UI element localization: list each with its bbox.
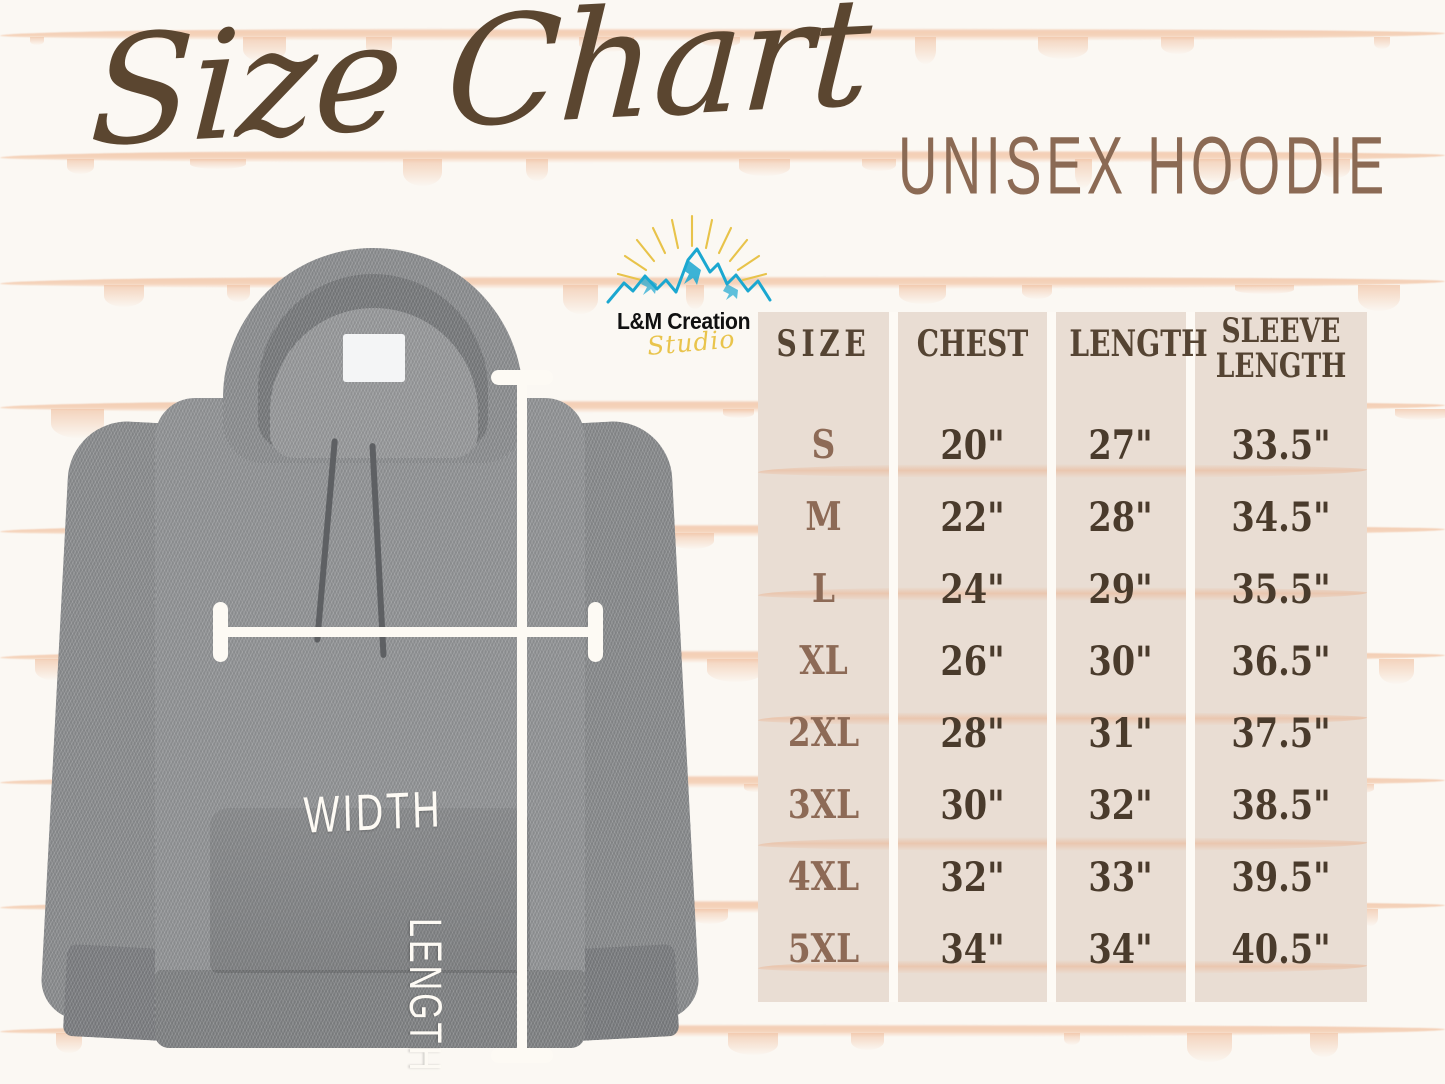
watercolor-drip bbox=[1310, 1033, 1338, 1057]
table-cell-sleeve: 33.5" bbox=[1231, 422, 1331, 469]
table-row-size: 2XL bbox=[787, 710, 860, 756]
hoodie-body bbox=[155, 398, 585, 1048]
table-row-size: L bbox=[811, 566, 836, 612]
table-cell-length: 27" bbox=[1088, 422, 1153, 469]
hoodie-illustration: WIDTH LENGTH bbox=[39, 248, 701, 1084]
table-cell-sleeve: 34.5" bbox=[1231, 494, 1331, 541]
table-cell-chest: 22" bbox=[940, 494, 1005, 541]
watercolor-drip bbox=[1064, 1033, 1080, 1045]
hoodie-hem bbox=[155, 970, 585, 1048]
table-cell-sleeve: 40.5" bbox=[1231, 926, 1331, 973]
watercolor-drip bbox=[1358, 285, 1400, 311]
hoodie-pocket bbox=[210, 808, 530, 973]
table-cell-length: 31" bbox=[1088, 710, 1153, 757]
watercolor-drip bbox=[691, 909, 728, 924]
table-header-chest: CHEST bbox=[916, 323, 1029, 365]
watercolor-drip bbox=[899, 285, 946, 304]
page-subtitle: UNISEX HOODIE bbox=[898, 120, 1389, 212]
watercolor-drip bbox=[1187, 1033, 1232, 1062]
width-measure-cap-right bbox=[588, 602, 603, 662]
width-measure-line bbox=[218, 627, 598, 637]
length-measure-cap-top bbox=[491, 370, 553, 385]
watercolor-drip bbox=[30, 37, 44, 45]
watercolor-drip bbox=[1235, 285, 1294, 294]
table-cell-chest: 28" bbox=[940, 710, 1005, 757]
logo-brand-name: L&M Creation bbox=[617, 308, 751, 334]
watercolor-drip bbox=[1038, 37, 1088, 59]
table-cell-length: 33" bbox=[1088, 854, 1153, 901]
watercolor-drip bbox=[723, 409, 754, 418]
table-cell-chest: 30" bbox=[940, 782, 1005, 829]
table-row-size: S bbox=[811, 422, 836, 468]
table-row-size: M bbox=[805, 494, 842, 540]
table-header-sleeve: SLEEVE LENGTH bbox=[1215, 311, 1347, 387]
watercolor-drip bbox=[728, 1033, 778, 1055]
table-cell-sleeve: 35.5" bbox=[1231, 566, 1331, 613]
brand-logo: L&M Creation Studio bbox=[600, 212, 785, 361]
page-title: Size Chart bbox=[86, 0, 874, 181]
table-header-length: LENGTH bbox=[1069, 323, 1208, 365]
table-cell-sleeve: 38.5" bbox=[1231, 782, 1331, 829]
watercolor-drip bbox=[707, 659, 764, 682]
watercolor-drip bbox=[915, 37, 936, 64]
watercolor-drip bbox=[851, 1033, 884, 1050]
table-cell-sleeve: 39.5" bbox=[1231, 854, 1331, 901]
length-label: LENGTH bbox=[399, 918, 451, 1074]
table-row-size: XL bbox=[799, 638, 848, 684]
table-header-size: SIZE bbox=[776, 323, 871, 365]
size-table: SIZE CHEST LENGTH SLEEVE LENGTH S 20" 27" 33.5" M… bbox=[758, 312, 1367, 1002]
watercolor-drip bbox=[739, 159, 790, 176]
table-cell-sleeve: 36.5" bbox=[1231, 638, 1331, 685]
watercolor-drip bbox=[1374, 37, 1390, 49]
length-measure-line bbox=[517, 376, 527, 1062]
table-cell-length: 29" bbox=[1088, 566, 1153, 613]
mountain-sunburst-icon bbox=[606, 214, 772, 304]
watercolor-drip bbox=[1379, 659, 1414, 684]
width-measure-cap-left bbox=[213, 602, 228, 662]
table-row-size: 5XL bbox=[787, 926, 860, 972]
table-row-size: 3XL bbox=[787, 782, 860, 828]
column-divider-2 bbox=[1047, 312, 1056, 1002]
table-cell-sleeve: 37.5" bbox=[1231, 710, 1331, 757]
table-cell-chest: 26" bbox=[940, 638, 1005, 685]
table-cell-length: 32" bbox=[1088, 782, 1153, 829]
length-measure-cap-bottom bbox=[491, 1048, 553, 1063]
column-divider-3 bbox=[1186, 312, 1195, 1002]
table-cell-chest: 32" bbox=[940, 854, 1005, 901]
table-cell-chest: 20" bbox=[940, 422, 1005, 469]
column-divider-1 bbox=[889, 312, 898, 1002]
table-cell-chest: 34" bbox=[940, 926, 1005, 973]
watercolor-drip bbox=[1395, 409, 1445, 420]
watercolor-drip bbox=[1161, 37, 1194, 54]
table-row-size: 4XL bbox=[787, 854, 860, 900]
hoodie-neck-tag bbox=[343, 334, 405, 382]
watercolor-drip bbox=[862, 159, 896, 171]
size-table-panel: SIZE CHEST LENGTH SLEEVE LENGTH S 20" 27" 33.5" M… bbox=[758, 312, 1367, 1002]
table-cell-length: 30" bbox=[1088, 638, 1153, 685]
table-cell-length: 34" bbox=[1088, 926, 1153, 973]
width-label: WIDTH bbox=[303, 781, 444, 845]
table-cell-length: 28" bbox=[1088, 494, 1153, 541]
watercolor-drip bbox=[526, 159, 548, 181]
watercolor-drip bbox=[1022, 285, 1052, 299]
table-cell-chest: 24" bbox=[940, 566, 1005, 613]
